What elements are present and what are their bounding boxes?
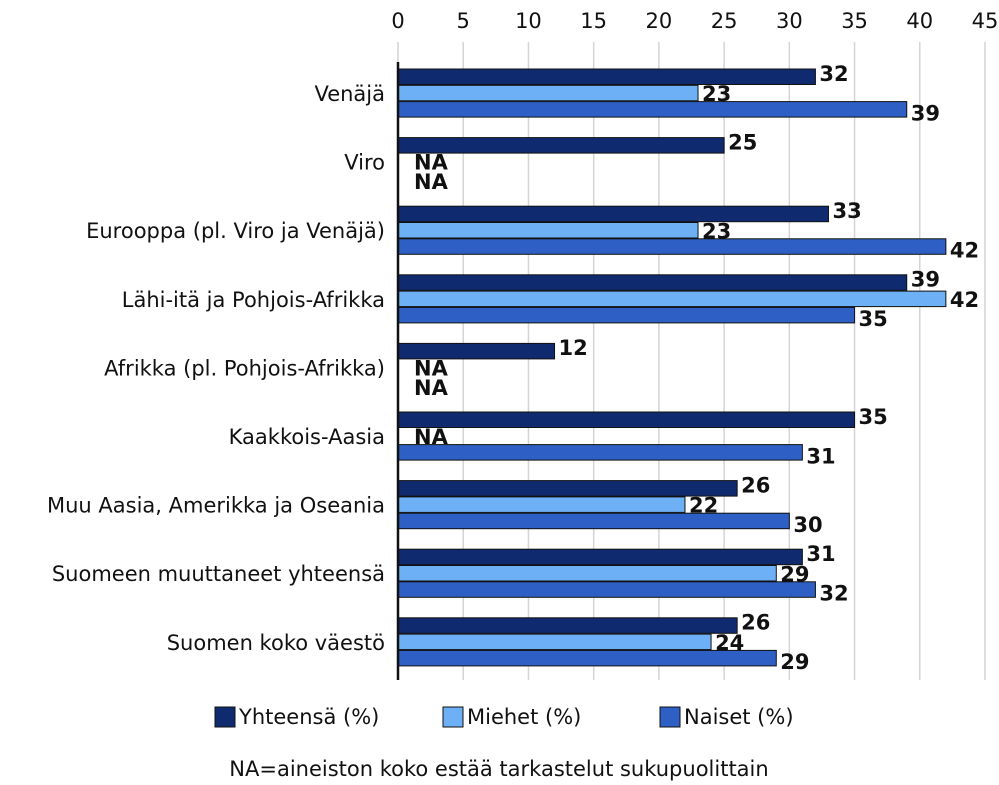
- value-label: 12: [559, 336, 588, 360]
- legend-swatch: [442, 706, 464, 728]
- legend-label: Yhteensä (%): [238, 705, 379, 729]
- category-label: Afrikka (pl. Pohjois-Afrikka): [104, 356, 385, 380]
- value-label: 30: [793, 513, 822, 537]
- x-tick-label: 5: [457, 9, 470, 33]
- x-tick-label: 40: [906, 9, 933, 33]
- bar: [397, 411, 856, 428]
- category-label: Kaakkois-Aasia: [229, 425, 385, 449]
- bar: [397, 290, 947, 308]
- value-label: 39: [911, 268, 940, 292]
- value-label: 42: [950, 288, 979, 312]
- legend-swatch: [214, 706, 236, 728]
- bar: [397, 649, 777, 667]
- value-label: 29: [780, 650, 809, 674]
- category-label: Venäjä: [314, 82, 385, 106]
- bar: [397, 205, 829, 223]
- value-label: 26: [741, 611, 770, 635]
- value-label: 31: [806, 542, 835, 566]
- x-tick-label: 15: [580, 9, 607, 33]
- value-label: 32: [819, 582, 848, 606]
- category-label: Muu Aasia, Amerikka ja Oseania: [47, 494, 385, 518]
- category-label: Suomen koko väestö: [167, 631, 385, 655]
- value-label: 42: [950, 239, 979, 263]
- category-label: Lähi-itä ja Pohjois-Afrikka: [122, 288, 385, 312]
- value-label: NA: [414, 151, 449, 175]
- bar: [397, 101, 908, 118]
- x-tick-label: 45: [972, 9, 999, 33]
- bar: [397, 444, 803, 461]
- category-label: Suomeen muuttaneet yhteensä: [52, 562, 385, 586]
- bar: [397, 512, 790, 530]
- x-tick-label: 20: [646, 9, 673, 33]
- bar: [397, 238, 947, 255]
- bar: [397, 548, 803, 566]
- value-label: 33: [832, 199, 861, 223]
- bar: [397, 480, 738, 497]
- value-label: NA: [414, 356, 449, 380]
- value-label: 39: [911, 101, 940, 125]
- bar: [397, 633, 712, 651]
- x-tick-label: 0: [391, 9, 404, 33]
- value-label: NA: [414, 170, 449, 194]
- value-label: NA: [414, 376, 449, 400]
- value-label: 31: [806, 444, 835, 468]
- value-label: 25: [728, 130, 757, 154]
- x-tick-label: 30: [776, 9, 803, 33]
- legend-label: Naiset (%): [684, 705, 794, 729]
- bar: [397, 222, 699, 239]
- bar: [397, 581, 816, 598]
- value-label: 35: [859, 307, 888, 331]
- bar: [397, 496, 686, 513]
- value-label: 26: [741, 473, 770, 497]
- value-label: 32: [819, 62, 848, 86]
- category-label: Eurooppa (pl. Viro ja Venäjä): [86, 219, 385, 243]
- bar: [397, 68, 816, 85]
- x-tick-label: 10: [515, 9, 542, 33]
- bar: [397, 84, 699, 102]
- note: NA=aineiston koko estää tarkastelut suku…: [229, 757, 768, 781]
- legend-label: Miehet (%): [467, 705, 581, 729]
- bar: [397, 274, 908, 291]
- bar: [397, 617, 738, 634]
- x-tick-label: 25: [711, 9, 738, 33]
- x-tick-label: 35: [841, 9, 868, 33]
- value-label: 35: [859, 405, 888, 429]
- bar: [397, 565, 777, 582]
- legend-swatch: [659, 706, 681, 728]
- category-label: Viro: [344, 151, 385, 175]
- bar: [397, 306, 856, 324]
